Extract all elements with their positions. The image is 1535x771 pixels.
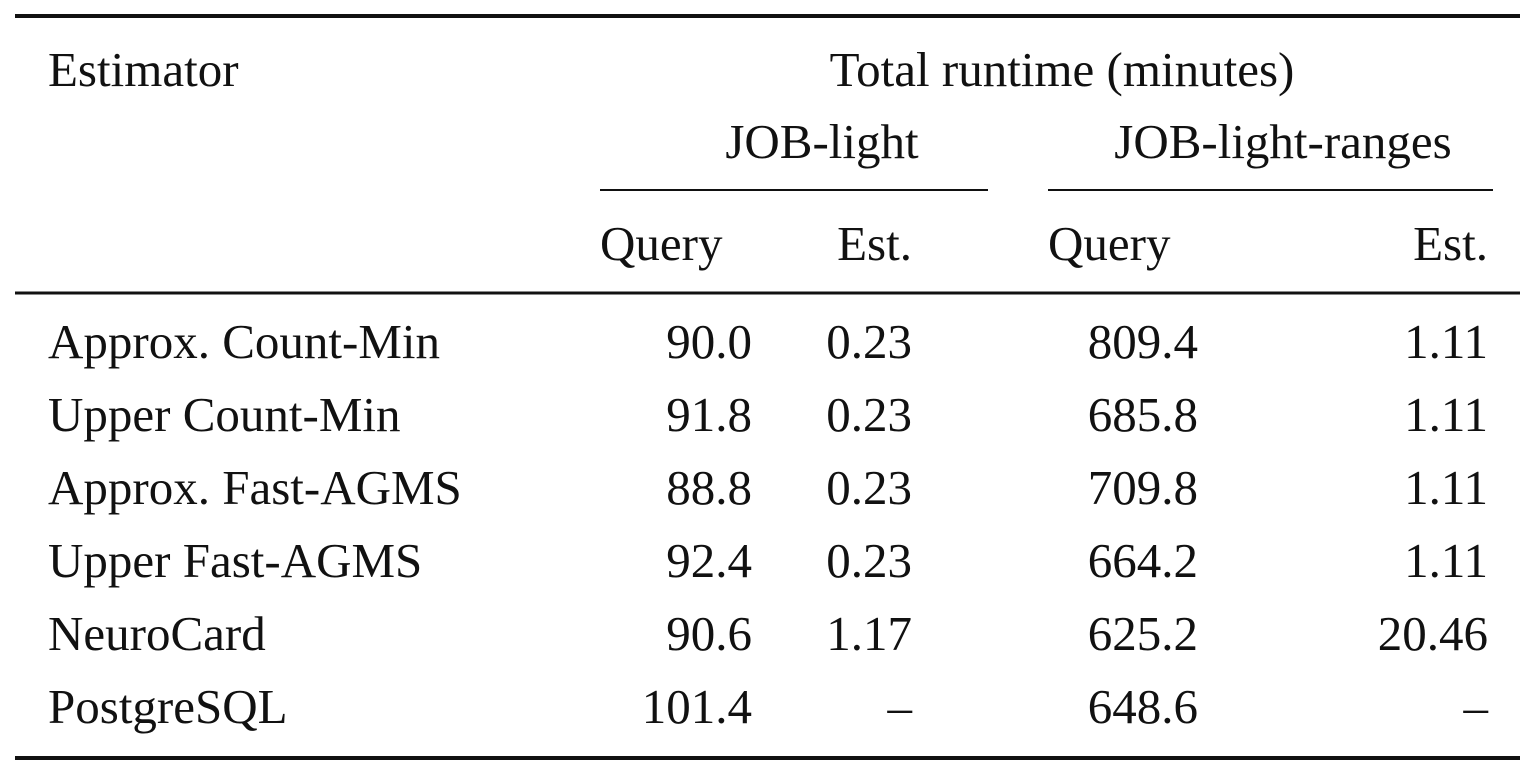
header-subgroup: JOB-light-ranges [1114, 114, 1452, 169]
value-cell: – [887, 679, 913, 734]
column-header: Est. [837, 216, 912, 271]
value-cell: 0.23 [826, 387, 912, 442]
estimator-cell: Upper Count-Min [48, 387, 401, 442]
column-header: Query [1048, 216, 1171, 271]
value-cell: 1.11 [1404, 460, 1488, 515]
value-cell: 664.2 [1088, 533, 1198, 588]
value-cell: 92.4 [666, 533, 752, 588]
value-cell: 90.6 [666, 606, 752, 661]
value-cell: 0.23 [826, 314, 912, 369]
header-estimator: Estimator [48, 42, 239, 97]
value-cell: 625.2 [1088, 606, 1198, 661]
value-cell: 101.4 [642, 679, 752, 734]
column-header: Query [600, 216, 723, 271]
value-cell: 1.11 [1404, 314, 1488, 369]
value-cell: 90.0 [666, 314, 752, 369]
value-cell: 685.8 [1088, 387, 1198, 442]
value-cell: 91.8 [666, 387, 752, 442]
estimator-cell: NeuroCard [48, 606, 266, 661]
header-subgroup: JOB-light [725, 114, 919, 169]
value-cell: 0.23 [826, 533, 912, 588]
value-cell: 709.8 [1088, 460, 1198, 515]
value-cell: 1.11 [1404, 533, 1488, 588]
value-cell: 88.8 [666, 460, 752, 515]
header-group: Total runtime (minutes) [830, 42, 1295, 97]
value-cell: – [1463, 679, 1489, 734]
value-cell: 1.11 [1404, 387, 1488, 442]
value-cell: 809.4 [1088, 314, 1198, 369]
value-cell: 648.6 [1088, 679, 1198, 734]
estimator-cell: PostgreSQL [48, 679, 288, 734]
value-cell: 20.46 [1378, 606, 1488, 661]
estimator-cell: Upper Fast-AGMS [48, 533, 422, 588]
value-cell: 0.23 [826, 460, 912, 515]
estimator-cell: Approx. Fast-AGMS [48, 460, 462, 515]
column-header: Est. [1413, 216, 1488, 271]
estimator-cell: Approx. Count-Min [48, 314, 440, 369]
value-cell: 1.17 [826, 606, 912, 661]
